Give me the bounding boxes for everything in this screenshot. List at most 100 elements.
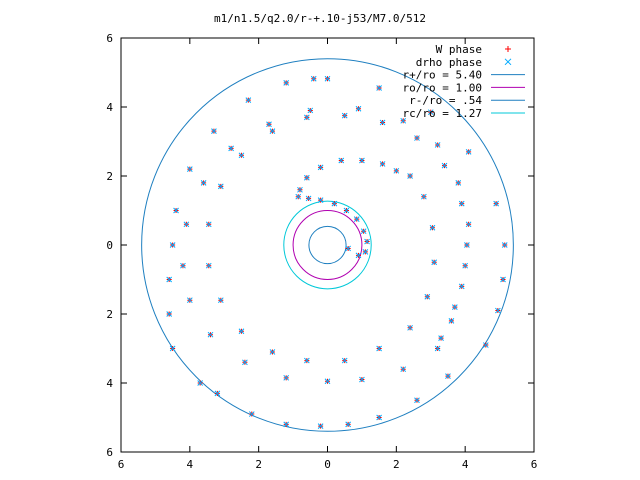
drho-phase-point [345, 421, 352, 428]
drho-phase-point [414, 397, 420, 404]
circle-series-line [283, 200, 372, 290]
y-tick-label: 6 [106, 446, 113, 459]
drho-phase-point [458, 283, 465, 290]
drho-phase-point [448, 318, 455, 324]
legend-marker [505, 46, 511, 52]
drho-phase-point [266, 121, 272, 128]
drho-phase-point [355, 252, 362, 259]
drho-phase-point [217, 183, 224, 190]
drho-phase-point [455, 180, 462, 186]
drho-phase-point [400, 117, 407, 124]
drho-phase-point [414, 135, 420, 141]
drho-phase-point [303, 357, 310, 364]
drho-phase-point [180, 262, 186, 269]
y-tick-label: 6 [106, 32, 113, 45]
y-tick-label: 2 [106, 170, 113, 183]
drho-phase-point [324, 75, 331, 82]
drho-phase-point [427, 109, 434, 116]
drho-phase-point [376, 345, 382, 352]
drho-phase-point [166, 311, 173, 317]
drho-phase-point [359, 376, 365, 383]
x-tick-label: 4 [187, 458, 194, 471]
chart-title: m1/n1.5/q2.0/r-+.10-j53/M7.0/512 [214, 12, 426, 25]
drho-phase-point [451, 304, 458, 310]
drho-phase-point [376, 414, 382, 421]
x-tick-label: 4 [462, 458, 469, 471]
drho-phase-point [217, 297, 224, 304]
drho-phase-point [305, 195, 312, 202]
drho-phase-point [379, 119, 386, 126]
drho-phase-point [482, 342, 489, 348]
legend-label: r+/ro = 5.40 [403, 69, 482, 82]
circle-series [141, 58, 514, 432]
drho-phase-point [400, 366, 407, 373]
drho-phase-point [441, 162, 448, 169]
circle-series-line [308, 225, 347, 265]
legend-marker [504, 58, 512, 66]
drho-phase-point [359, 157, 365, 164]
legend-label: drho phase [416, 56, 482, 69]
drho-phase-point [364, 238, 370, 245]
drho-phase-point [303, 114, 310, 121]
drho-phase-point [269, 128, 276, 135]
drho-phase-point [341, 112, 348, 119]
drho-phase-point [317, 423, 324, 429]
drho-phase-point [283, 374, 290, 381]
y-tick-label: 4 [106, 377, 113, 390]
drho-phase-point [379, 161, 386, 167]
drho-phase-point [500, 276, 506, 283]
drho-phase-point [214, 390, 221, 397]
drho-phase-point [429, 224, 436, 231]
drho-phase-point [295, 193, 302, 200]
drho-phase-point [376, 85, 382, 91]
drho-phase-point [331, 200, 338, 207]
drho-phase-point [205, 262, 212, 269]
drho-phase-point [197, 380, 204, 386]
legend-label: rc/ro = 1.27 [403, 107, 482, 120]
legend-label: ro/ro = 1.00 [403, 81, 482, 94]
legend-label: r-/ro = .54 [409, 94, 482, 107]
drho-phase-point [424, 293, 431, 300]
drho-phase-point [310, 75, 317, 82]
x-tick-label: 2 [255, 458, 262, 471]
drho-phase-point [355, 105, 362, 112]
drho-phase-point [303, 174, 310, 181]
drho-phase-point [283, 421, 290, 428]
drho-phase-point [407, 173, 413, 179]
drho-phase-point [245, 97, 252, 103]
x-tick-label: 0 [324, 458, 331, 471]
y-tick-label: 0 [106, 239, 113, 252]
drho-phase-point [338, 157, 345, 164]
drho-phase-point [324, 378, 331, 385]
circle-series-line [141, 58, 514, 432]
drho-phase-point [360, 228, 367, 235]
drho-phase-point [207, 331, 214, 338]
drho-phase-point [495, 307, 501, 314]
drho-phase-point [200, 180, 207, 186]
legend-label: W phase [436, 43, 482, 56]
drho-phase-point [269, 349, 276, 355]
drho-phase-point [434, 142, 441, 148]
drho-phase-point [362, 249, 369, 255]
drho-phase-point [343, 207, 350, 214]
drho-phase-point [345, 245, 352, 252]
drho-phase-point [317, 197, 324, 204]
circle-series-line [292, 210, 363, 280]
drho-phase-point [307, 107, 314, 114]
drho-phase-point [407, 324, 413, 331]
drho-phase-point [431, 259, 438, 266]
drho-phase-point [238, 328, 245, 335]
x-tick-label: 6 [531, 458, 538, 471]
drho-phase-point [317, 164, 324, 171]
drho-phase-point [211, 128, 217, 135]
drho-phase-point [242, 359, 248, 366]
drho-phase-point [464, 242, 470, 248]
drho-phase-point [458, 200, 465, 207]
drho-phase-point [341, 357, 348, 364]
y-tick-label: 4 [106, 101, 113, 114]
drho-phase-point [353, 216, 360, 222]
drho-phase-point [465, 148, 472, 155]
